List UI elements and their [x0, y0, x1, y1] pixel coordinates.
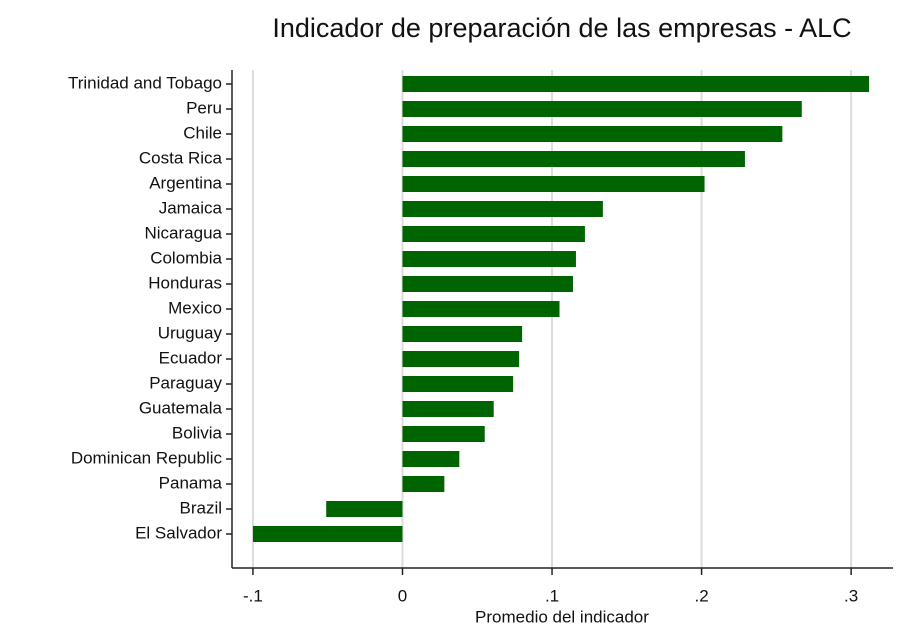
y-tick-label: El Salvador — [135, 523, 222, 542]
bar — [402, 276, 573, 292]
x-tick-label: .1 — [545, 586, 559, 605]
y-tick-label: Guatemala — [139, 398, 223, 417]
y-tick-label: Chile — [183, 123, 222, 142]
x-tick-label: .3 — [844, 586, 858, 605]
bar — [402, 476, 445, 492]
bar — [402, 101, 802, 117]
y-tick-label: Bolivia — [172, 423, 223, 442]
x-tick-label: .2 — [694, 586, 708, 605]
y-tick-label: Jamaica — [159, 198, 223, 217]
bar — [402, 201, 603, 217]
bar — [402, 326, 523, 342]
y-tick-label: Ecuador — [159, 348, 223, 367]
chart-title: Indicador de preparación de las empresas… — [272, 13, 851, 43]
bar — [326, 501, 403, 517]
x-axis-label: Promedio del indicador — [475, 607, 649, 626]
y-tick-label: Paraguay — [149, 373, 222, 392]
bar — [402, 451, 460, 467]
y-tick-label: Brazil — [179, 498, 222, 517]
y-tick-label: Mexico — [168, 298, 222, 317]
y-tick-label: Nicaragua — [145, 223, 223, 242]
bar — [402, 226, 585, 242]
y-tick-label: Argentina — [149, 173, 222, 192]
bar — [402, 126, 783, 142]
y-tick-label: Dominican Republic — [71, 448, 223, 467]
x-tick-label: -.1 — [243, 586, 263, 605]
bar — [402, 401, 494, 417]
y-tick-label: Costa Rica — [139, 148, 223, 167]
x-tick-label: 0 — [398, 586, 407, 605]
y-tick-label: Uruguay — [158, 323, 223, 342]
bar — [402, 376, 514, 392]
y-tick-label: Panama — [159, 473, 223, 492]
bar — [402, 176, 705, 192]
bar — [402, 251, 576, 267]
bar — [402, 151, 745, 167]
bar — [402, 426, 485, 442]
y-tick-label: Trinidad and Tobago — [68, 73, 222, 92]
y-tick-label: Colombia — [150, 248, 222, 267]
bar — [402, 76, 870, 92]
bar — [402, 301, 560, 317]
y-tick-label: Honduras — [148, 273, 222, 292]
bar — [252, 526, 403, 542]
y-tick-label: Peru — [186, 98, 222, 117]
bar — [402, 351, 520, 367]
